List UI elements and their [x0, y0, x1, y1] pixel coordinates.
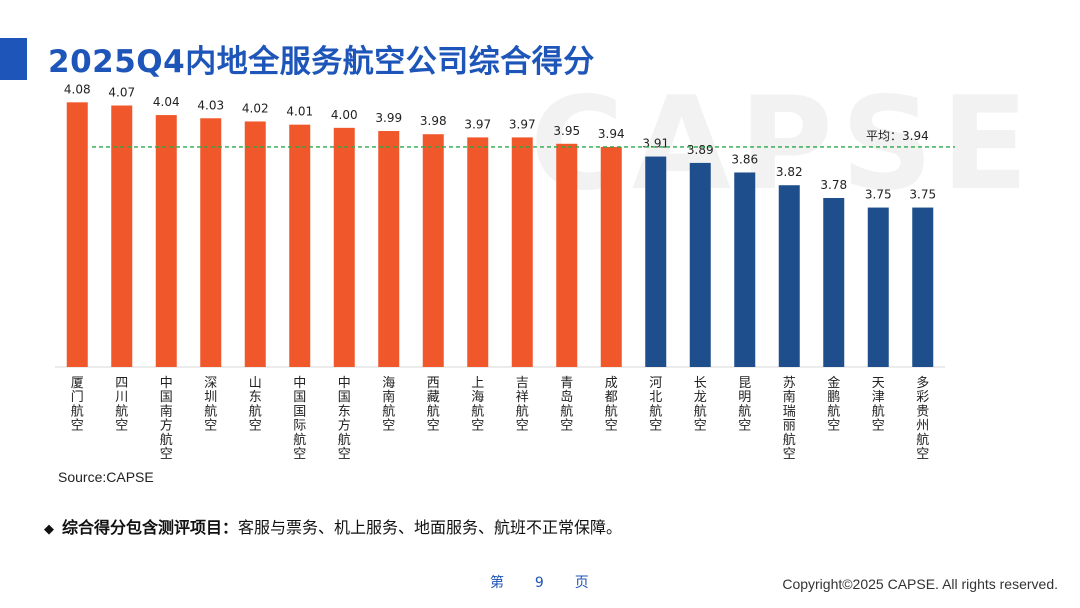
bar	[734, 172, 756, 367]
bar	[600, 146, 622, 367]
data-label: 4.01	[286, 105, 313, 119]
bar	[823, 197, 845, 367]
copyright: Copyright©2025 CAPSE. All rights reserve…	[782, 576, 1058, 592]
bar	[912, 207, 934, 367]
bar	[867, 207, 889, 367]
category-label: 中国国际航空	[293, 376, 306, 462]
category-label: 金鹏航空	[827, 375, 840, 434]
category-label: 西藏航空	[427, 376, 440, 434]
average-label: 平均：3.94	[866, 129, 929, 143]
page-title: 2025Q4内地全服务航空公司综合得分	[48, 44, 595, 80]
bar	[333, 127, 355, 367]
bar	[422, 134, 444, 367]
bar	[467, 137, 489, 367]
category-label: 深圳航空	[204, 376, 217, 434]
data-label: 3.78	[820, 178, 847, 192]
data-label: 4.03	[197, 98, 224, 112]
category-label: 山东航空	[249, 376, 262, 434]
category-label: 厦门航空	[71, 376, 84, 434]
data-label: 3.97	[464, 117, 491, 131]
data-label: 3.97	[509, 117, 536, 131]
data-label: 4.00	[331, 108, 358, 122]
category-label: 河北航空	[649, 376, 662, 434]
title-accent-bar	[0, 38, 27, 80]
data-label: 3.94	[598, 127, 625, 141]
data-label: 4.08	[64, 82, 91, 96]
category-label: 昆明航空	[738, 376, 751, 434]
page-suffix: 页	[574, 575, 589, 591]
data-label: 3.86	[731, 152, 758, 166]
bar	[778, 185, 800, 367]
footnote: ◆ 综合得分包含测评项目：客服与票务、机上服务、地面服务、航班不正常保障。	[44, 514, 622, 538]
source-label: Source:CAPSE	[58, 469, 154, 485]
category-label: 成都航空	[605, 376, 618, 434]
bar-chart: 4.08 厦门航空 4.07 四川航空 4.04 中国南方航空 4.03 深圳航空 4.02 山东…	[55, 82, 955, 462]
bar	[289, 124, 311, 368]
category-label: 中国南方航空	[160, 376, 173, 462]
category-label: 上海航空	[471, 376, 484, 434]
bar	[200, 118, 222, 368]
data-label: 3.82	[776, 165, 803, 179]
data-label: 3.99	[375, 111, 402, 125]
data-label: 3.75	[865, 188, 892, 202]
category-label: 青岛航空	[560, 376, 573, 434]
bar	[378, 131, 400, 367]
bar	[155, 115, 177, 367]
bar	[66, 102, 88, 368]
category-label: 苏南瑞丽航空	[783, 375, 796, 462]
data-label: 4.04	[153, 95, 180, 109]
data-label: 3.98	[420, 114, 447, 128]
bar	[645, 156, 667, 367]
bar	[111, 105, 133, 367]
page-number: 第 9 页	[490, 572, 589, 592]
data-label: 4.02	[242, 101, 269, 115]
bar	[689, 162, 711, 367]
data-label: 4.07	[108, 86, 135, 100]
diamond-icon: ◆	[44, 522, 54, 537]
category-label: 四川航空	[115, 376, 128, 434]
data-label: 3.91	[642, 137, 669, 151]
category-label: 天津航空	[872, 376, 885, 434]
data-label: 3.95	[553, 124, 580, 138]
category-label: 吉祥航空	[516, 376, 529, 434]
category-label: 多彩贵州航空	[916, 375, 929, 462]
bar	[556, 143, 578, 367]
category-label: 海南航空	[382, 376, 395, 434]
bar	[244, 121, 266, 367]
data-label: 3.89	[687, 143, 714, 157]
footnote-text: 客服与票务、机上服务、地面服务、航班不正常保障。	[238, 518, 623, 537]
bar	[511, 137, 533, 367]
page-num: 9	[534, 575, 544, 591]
data-label: 3.75	[909, 188, 936, 202]
footnote-label: 综合得分包含测评项目：	[62, 518, 239, 537]
page-prefix: 第	[490, 575, 504, 591]
category-label: 中国东方航空	[338, 376, 351, 462]
category-label: 长龙航空	[694, 376, 707, 434]
